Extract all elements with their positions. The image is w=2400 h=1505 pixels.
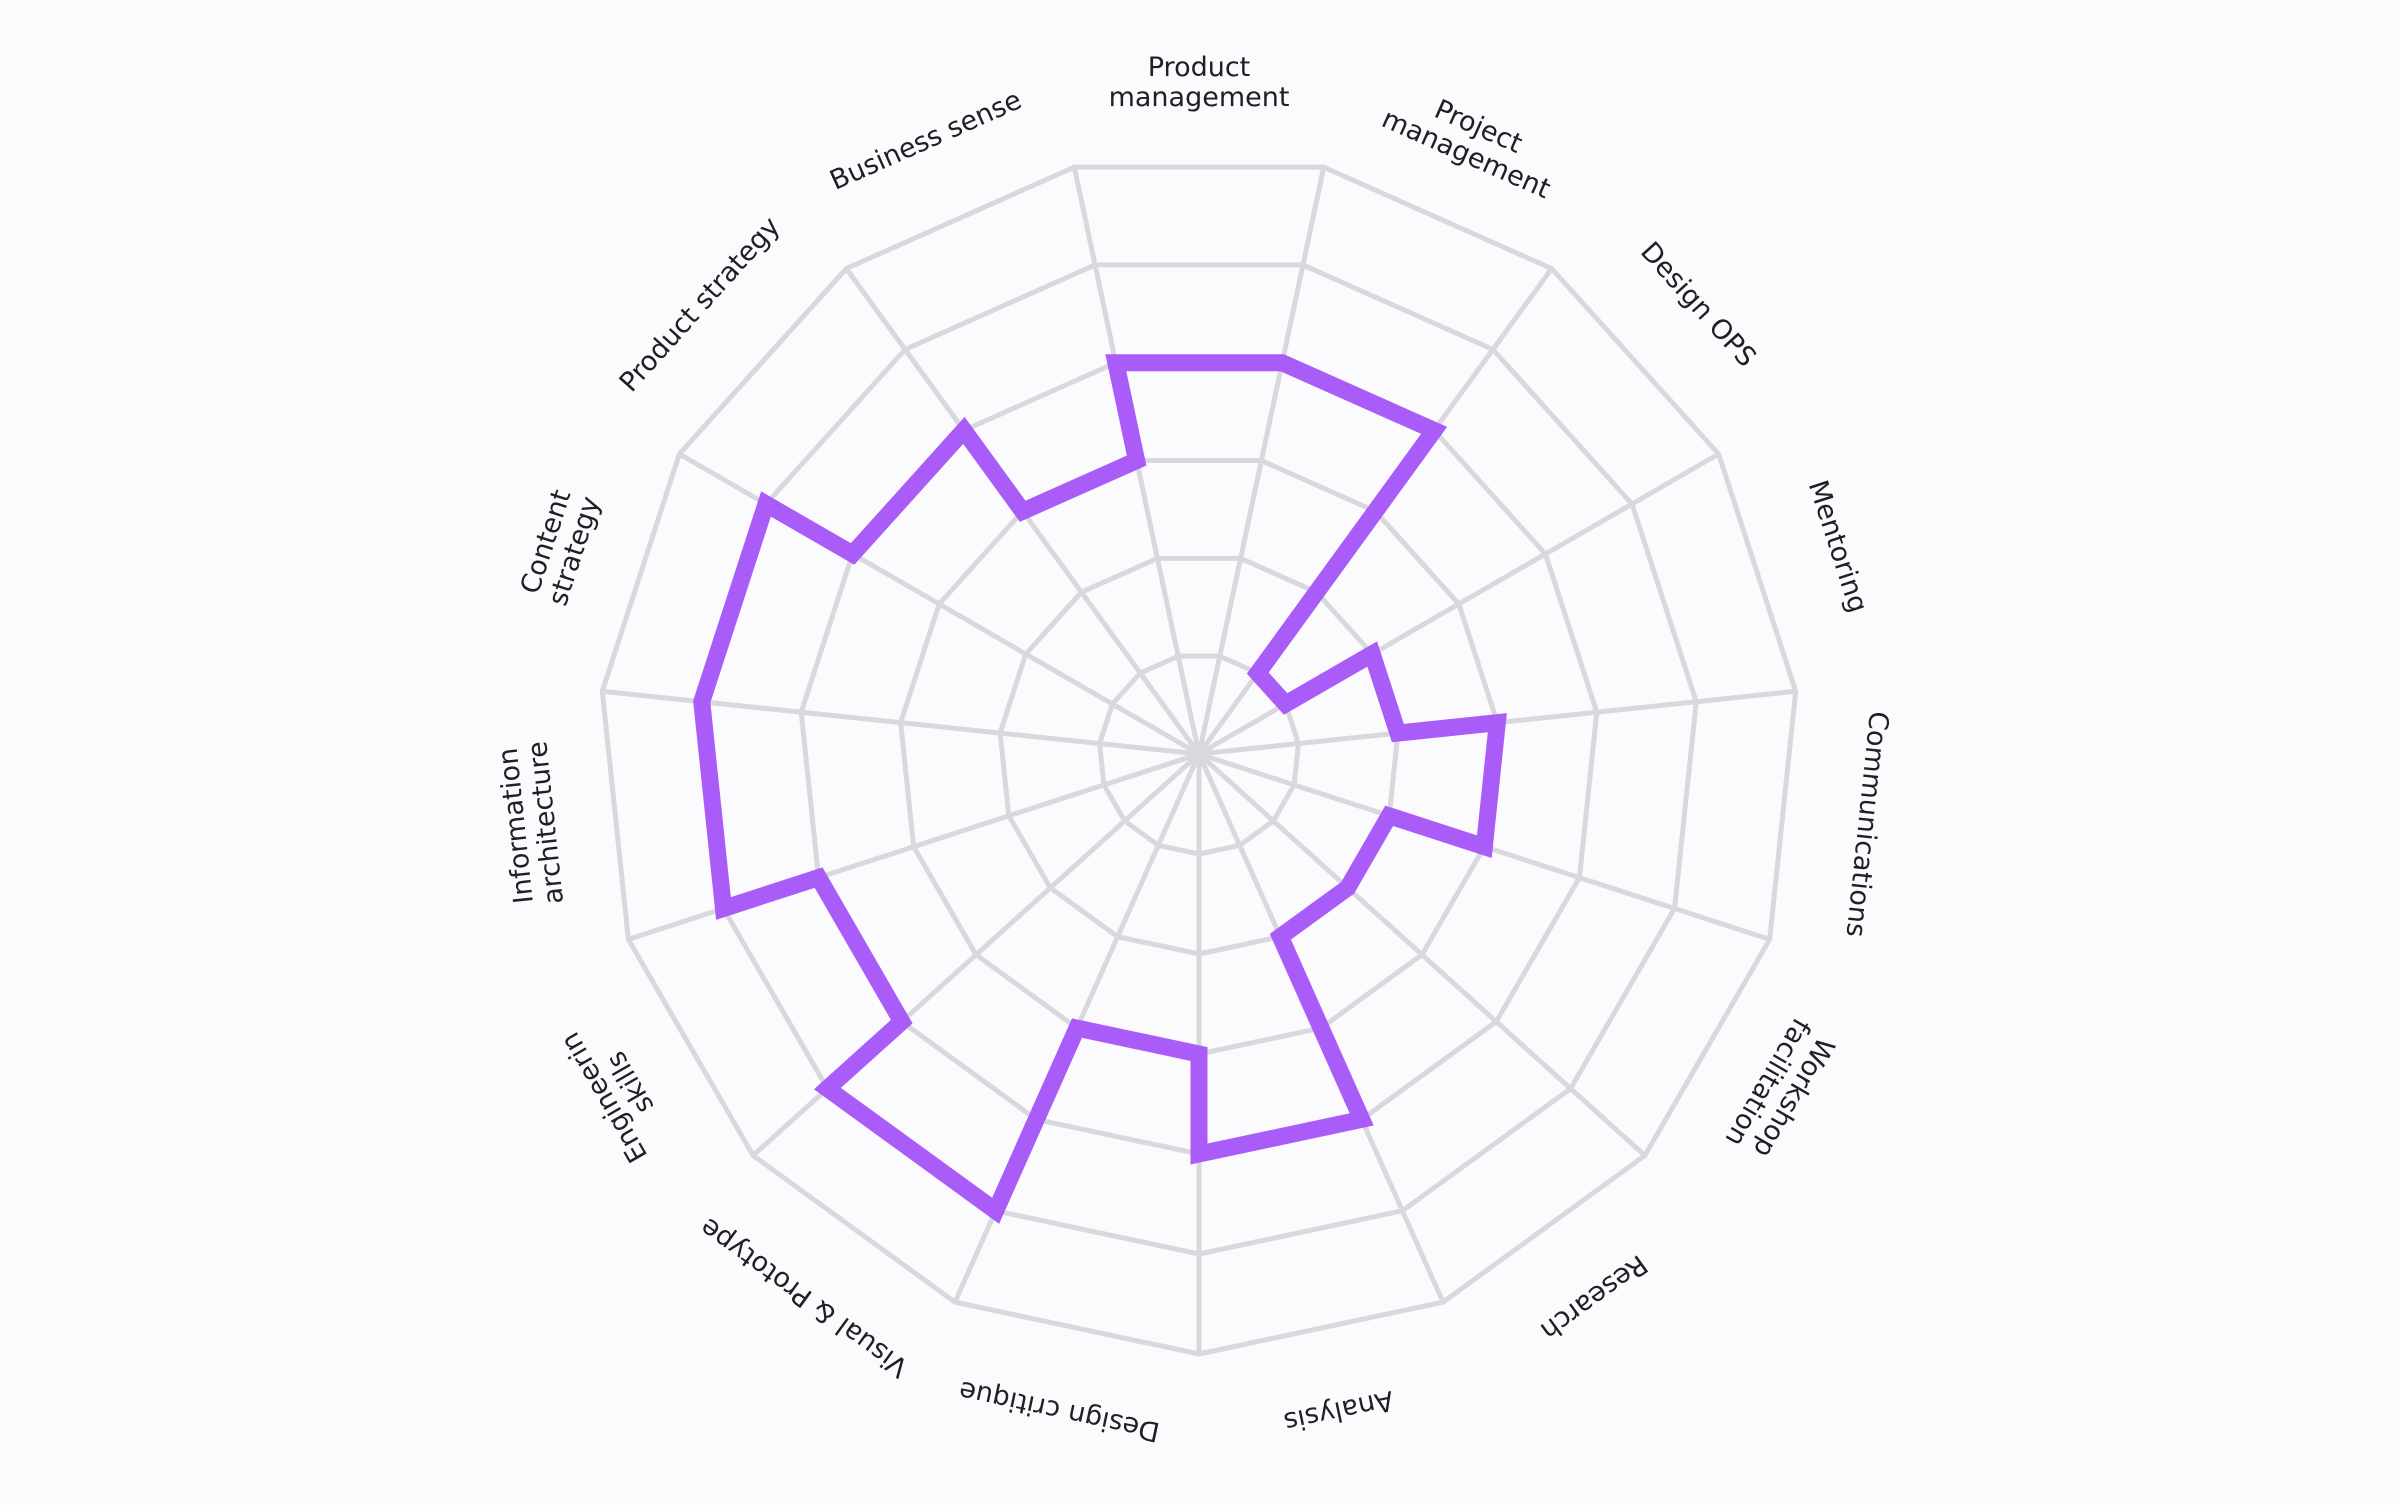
- grid-spoke-0: [1196, 164, 1327, 757]
- category-label: Mentoring: [1802, 477, 1874, 617]
- series-line-0: [693, 354, 1507, 1224]
- category-label: Visual & Prototype: [694, 1212, 914, 1383]
- grid-layer: [599, 164, 1799, 1357]
- category-label: management: [1109, 82, 1290, 113]
- category-label-group: Research: [1534, 1248, 1652, 1346]
- grid-ring-5: [699, 262, 1699, 1257]
- category-label: Design OPS: [1634, 236, 1762, 373]
- category-label-group: Analysis: [1281, 1384, 1396, 1437]
- grid-ring-6: [599, 164, 1799, 1357]
- category-label-group: Mentoring: [1802, 477, 1874, 617]
- category-label: Product strategy: [614, 211, 787, 398]
- category-label: Communications: [1840, 710, 1895, 939]
- category-label-group: Design critique: [956, 1374, 1162, 1447]
- grid-spoke-5: [1196, 751, 1648, 1158]
- category-label: Analysis: [1281, 1384, 1396, 1437]
- category-label: Design critique: [956, 1374, 1162, 1447]
- category-label: Product: [1148, 52, 1251, 83]
- category-label-group: Product strategy: [614, 211, 787, 398]
- category-label-group: Communications: [1840, 710, 1895, 939]
- grid-ring-1: [1097, 653, 1301, 857]
- series-layer: [693, 354, 1507, 1224]
- grid-spoke-9: [750, 751, 1202, 1158]
- category-label: Business sense: [825, 84, 1026, 196]
- category-label-group: Visual & Prototype: [694, 1212, 914, 1383]
- category-label: Research: [1534, 1248, 1652, 1346]
- category-label-group: Design OPS: [1634, 236, 1762, 373]
- category-label-group: Business sense: [825, 84, 1026, 196]
